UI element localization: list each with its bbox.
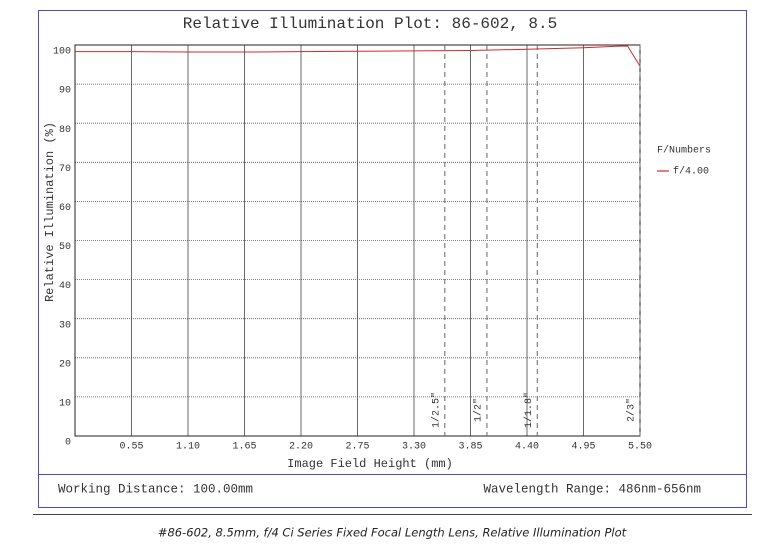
working-distance: Working Distance: 100.00mm [58,482,253,496]
y-tick-label: 90 [59,86,71,97]
series-line [75,45,641,67]
x-tick-label: 4.95 [571,442,595,453]
x-tick-label: 3.85 [458,442,482,453]
legend-label: f/4.00 [673,166,709,178]
sensor-label: 1/2" [473,398,485,422]
y-tick-label: 30 [59,320,71,331]
x-tick-label: 1.65 [232,442,256,453]
y-axis-label: Relative Illumination (%) [43,122,57,302]
y-tick-label: 60 [59,203,71,214]
plot-border [74,44,641,437]
sensor-label: 2/3" [626,398,638,422]
chart-title: Relative Illumination Plot: 86-602, 8.5 [183,15,557,33]
legend-title: F/Numbers [657,145,711,157]
y-tick-label: 70 [59,164,71,175]
x-tick-label: 1.10 [176,442,200,453]
x-tick-label: 3.30 [402,442,426,453]
frame [38,10,747,508]
x-tick-label: 5.50 [628,442,652,453]
y-tick-label: 40 [59,281,71,292]
caption: #86-602, 8.5mm, f/4 Ci Series Fixed Foca… [158,526,627,540]
y-tick-label: 80 [59,125,71,136]
y-tick-label: 100 [53,47,71,58]
y-tick-label: 0 [65,438,71,449]
sensor-label: 1/2.5" [430,392,442,428]
x-tick-label: 2.20 [289,442,313,453]
wavelength-range: Wavelength Range: 486nm-656nm [483,482,701,496]
x-axis-label: Image Field Height (mm) [287,457,453,471]
x-tick-label: 0.55 [119,442,143,453]
y-tick-label: 20 [59,359,71,370]
x-tick-label: 4.40 [515,442,539,453]
sensor-label: 1/1.8" [523,392,535,428]
y-tick-label: 10 [59,399,71,410]
y-tick-label: 50 [59,242,71,253]
x-tick-label: 2.75 [345,442,369,453]
